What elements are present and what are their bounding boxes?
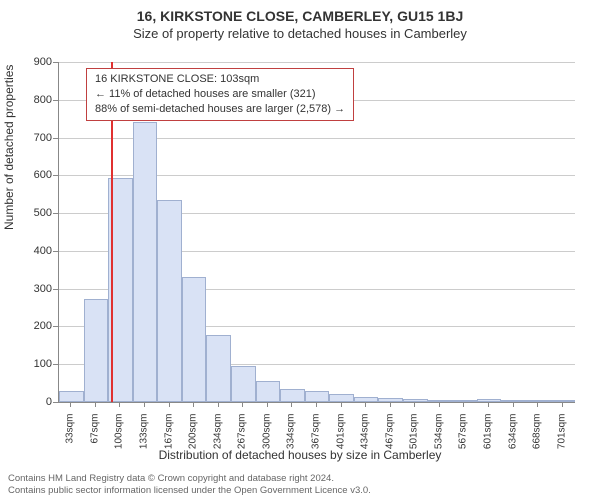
histogram-bar — [428, 400, 453, 402]
histogram-bar — [305, 391, 330, 402]
x-axis-label: Distribution of detached houses by size … — [0, 448, 600, 462]
footer-attribution: Contains HM Land Registry data © Crown c… — [8, 473, 592, 497]
histogram-bar — [206, 335, 231, 402]
histogram-bar — [329, 394, 354, 402]
histogram-bar — [182, 277, 207, 402]
histogram-bar — [550, 400, 575, 402]
y-tick-label: 100 — [12, 358, 52, 370]
histogram-bar — [157, 200, 182, 402]
info-line-smaller: ← 11% of detached houses are smaller (32… — [95, 87, 345, 102]
footer-line-2: Contains public sector information licen… — [8, 485, 592, 497]
histogram-bar — [403, 399, 428, 402]
info-line-larger: 88% of semi-detached houses are larger (… — [95, 102, 345, 117]
y-tick-label: 600 — [12, 169, 52, 181]
page-subtitle: Size of property relative to detached ho… — [0, 24, 600, 41]
y-tick-label: 200 — [12, 320, 52, 332]
histogram-bar — [354, 397, 379, 402]
y-tick-label: 800 — [12, 94, 52, 106]
histogram-bar — [378, 398, 403, 402]
y-tick-label: 900 — [12, 56, 52, 68]
histogram-bar — [280, 389, 305, 402]
y-tick-label: 500 — [12, 207, 52, 219]
histogram-bar — [59, 391, 84, 402]
histogram-bar — [501, 400, 526, 402]
y-tick-label: 400 — [12, 245, 52, 257]
histogram-bar — [477, 399, 502, 402]
y-axis-label: Number of detached properties — [2, 65, 16, 230]
y-tick-label: 0 — [12, 396, 52, 408]
histogram-bar — [231, 366, 256, 402]
histogram-bar — [526, 400, 551, 402]
info-line-size: 16 KIRKSTONE CLOSE: 103sqm — [95, 72, 345, 87]
gridline — [59, 62, 575, 63]
histogram-bar — [256, 381, 281, 402]
page-title: 16, KIRKSTONE CLOSE, CAMBERLEY, GU15 1BJ — [0, 0, 600, 24]
footer-line-1: Contains HM Land Registry data © Crown c… — [8, 473, 592, 485]
y-tick-label: 300 — [12, 283, 52, 295]
y-tick-label: 700 — [12, 132, 52, 144]
histogram-bar — [133, 122, 158, 402]
histogram-bar — [84, 299, 109, 402]
histogram-bar — [452, 400, 477, 402]
property-info-box: 16 KIRKSTONE CLOSE: 103sqm ← 11% of deta… — [86, 68, 354, 121]
